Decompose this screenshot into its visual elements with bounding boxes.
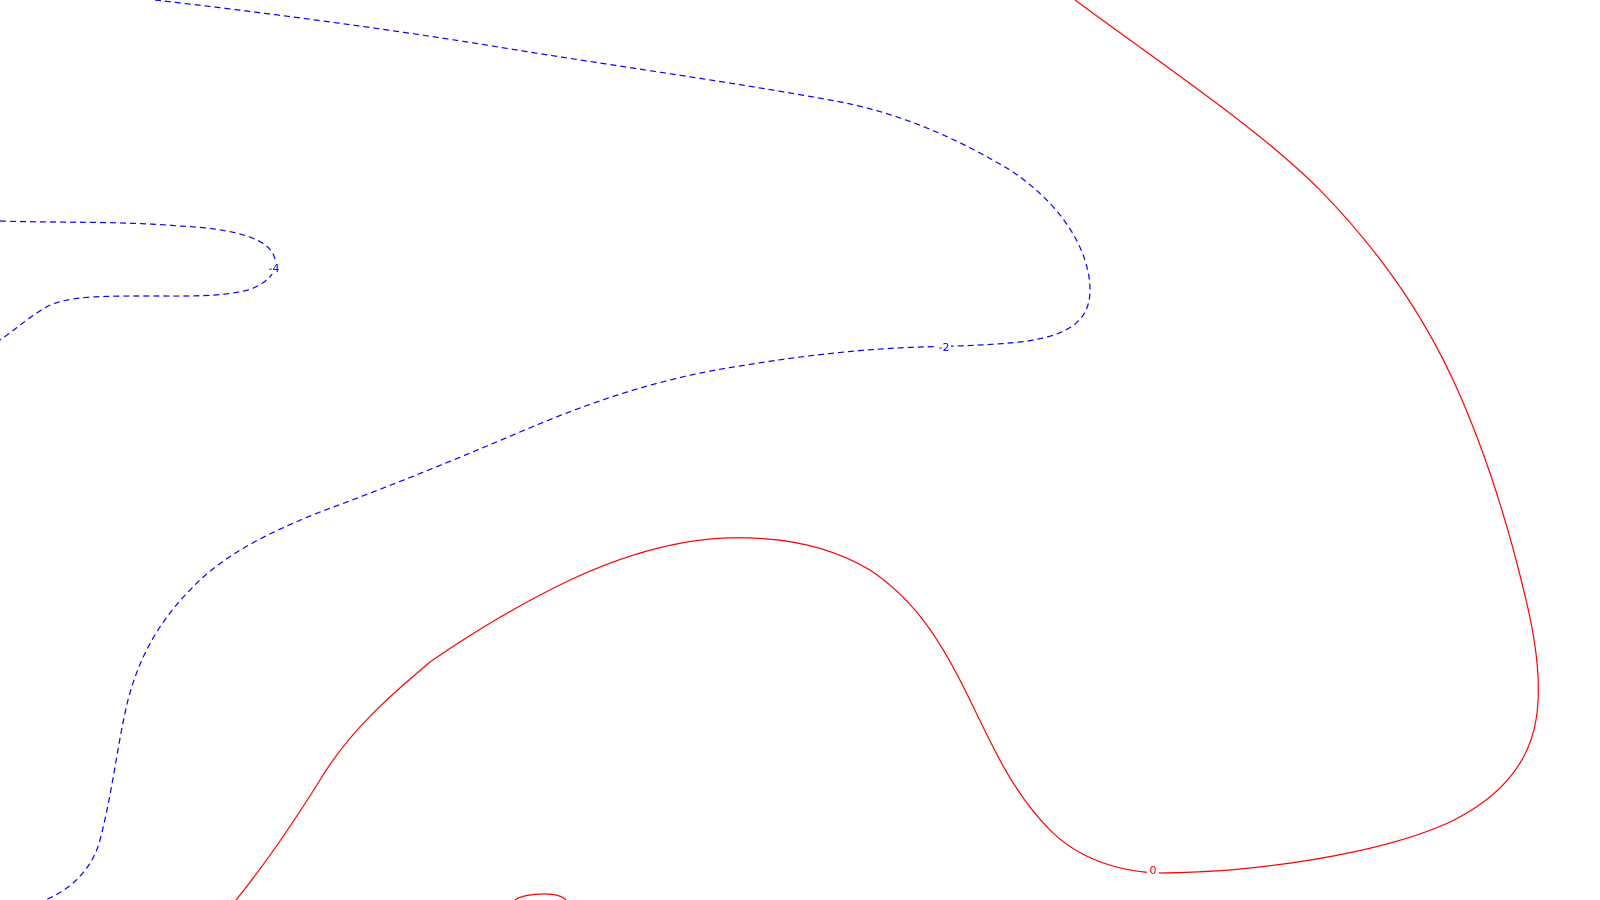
contour-line-zero-outer [235,0,1539,900]
contour-label-zero-text: 0 [1150,864,1157,877]
contour-label-zero: 0 [1147,864,1159,877]
contour-label-neg4-text: -4 [269,262,280,275]
contour-label-neg4: -4 [268,262,280,275]
contour-line-neg2 [44,0,1091,900]
contour-label-neg2: -2 [937,341,951,354]
contour-label-neg2-text: -2 [939,341,950,354]
contour-line-zero-inner [514,893,567,900]
contour-line-neg4 [0,220,276,341]
